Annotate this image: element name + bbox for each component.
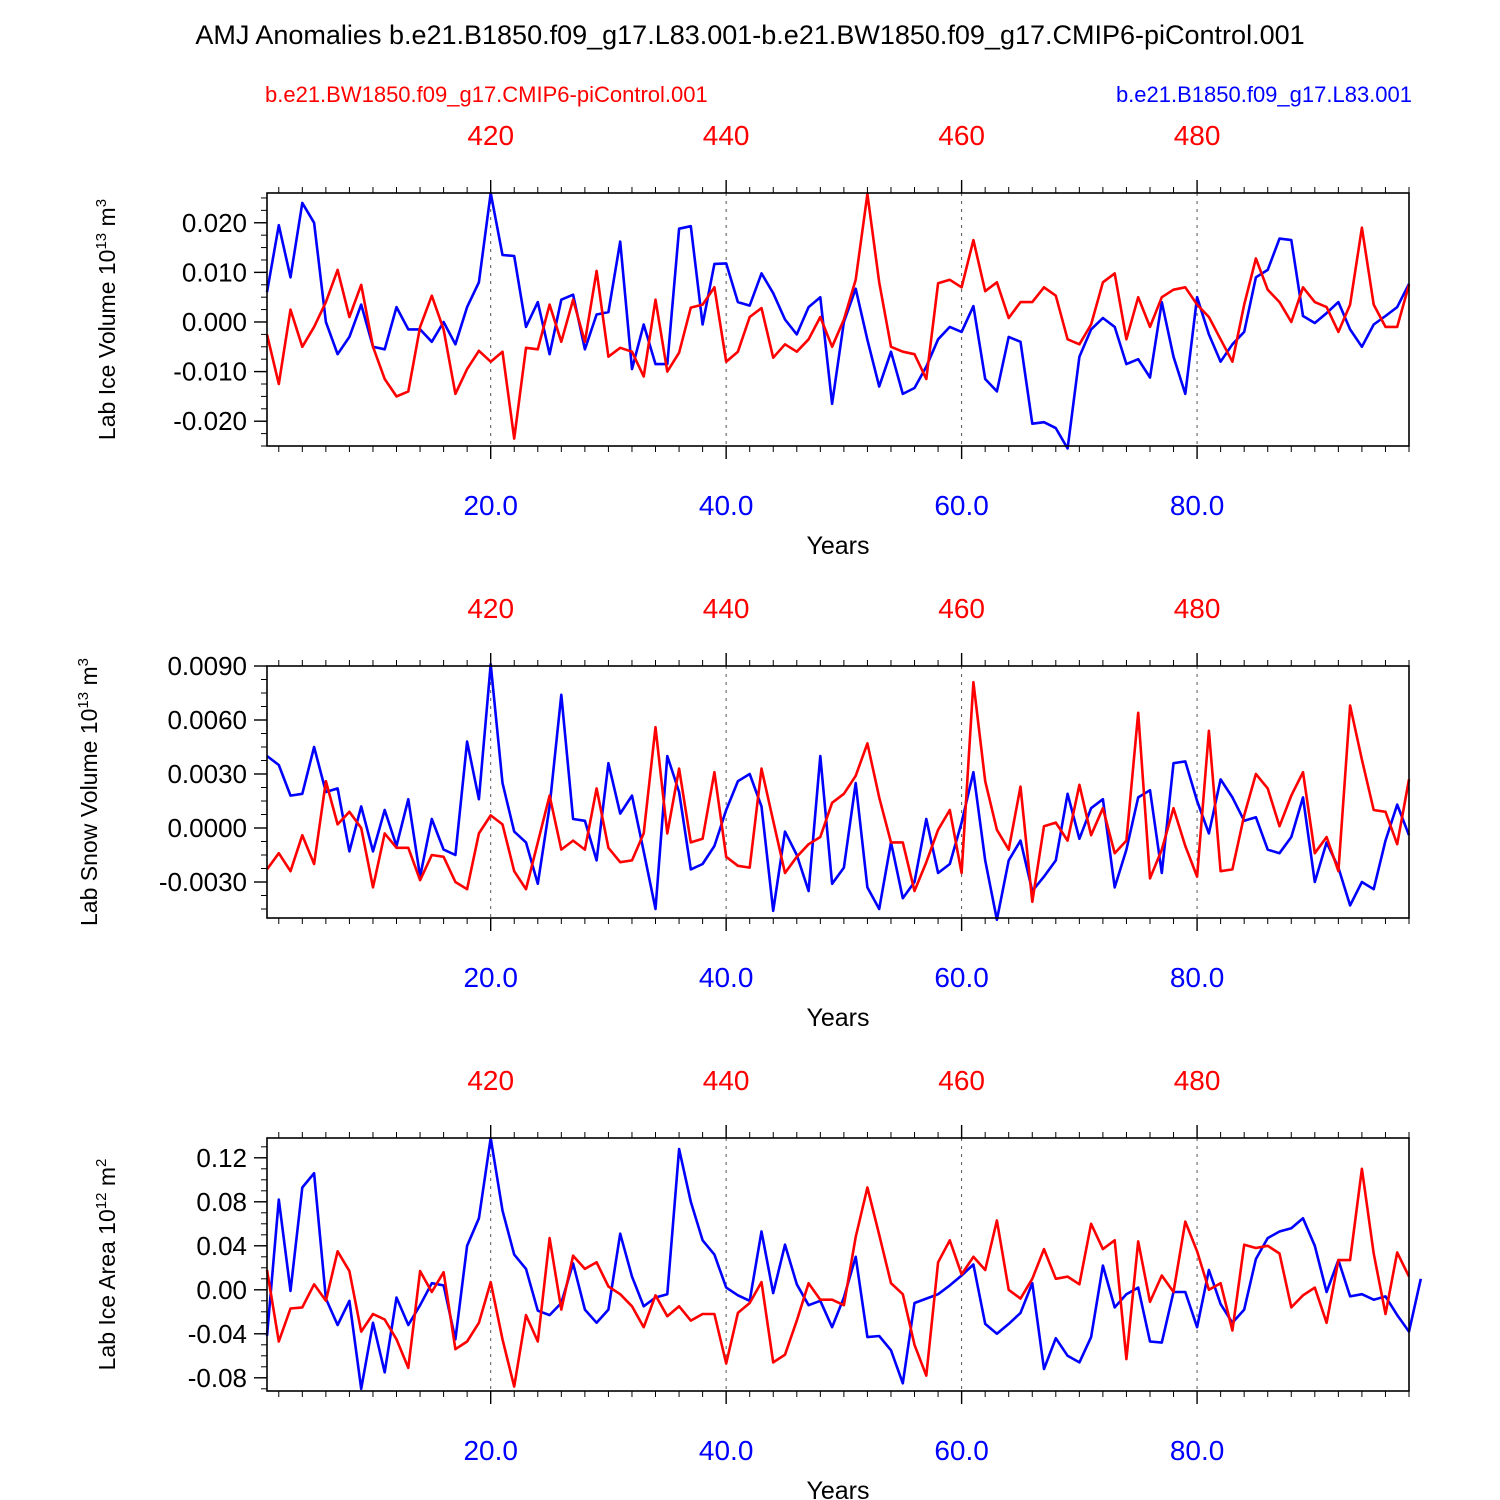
x-top-tick-label: 440 (703, 120, 750, 151)
y-axis-label-superscript: 13 (93, 233, 110, 250)
plot-frame (266, 1137, 1410, 1392)
x-axis-label: Years (806, 1477, 869, 1500)
x-bottom-tick-label: 40.0 (699, 1435, 754, 1466)
x-top-tick-label: 480 (1174, 1065, 1221, 1096)
y-tick-label: 0.0090 (167, 651, 247, 681)
x-top-tick-label: 460 (938, 120, 985, 151)
y-tick-label: 0.000 (182, 307, 247, 337)
x-bottom-tick-label: 60.0 (934, 1435, 989, 1466)
y-axis-label-part: Lab Ice Volume 10 (94, 250, 120, 441)
y-axis-label-part: m (94, 207, 120, 233)
y-axis-label-part: m (76, 666, 102, 692)
x-bottom-tick-label: 20.0 (463, 490, 518, 521)
x-bottom-tick-label: 40.0 (699, 490, 754, 521)
x-top-tick-label: 480 (1174, 593, 1221, 624)
x-bottom-tick-label: 80.0 (1170, 962, 1225, 993)
y-axis-label-superscript: 2 (93, 1159, 110, 1167)
plot-frame (266, 665, 1410, 919)
x-bottom-tick-label: 80.0 (1170, 490, 1225, 521)
y-tick-label: -0.010 (173, 357, 247, 387)
y-tick-label: -0.020 (173, 406, 247, 436)
series-line-b1850-l83 (265, 191, 1411, 450)
y-tick-label: 0.010 (182, 257, 247, 287)
x-top-tick-label: 460 (938, 1065, 985, 1096)
x-top-tick-label: 440 (703, 593, 750, 624)
x-bottom-tick-label: 20.0 (463, 1435, 518, 1466)
series-line-bw1850-picontrol (265, 680, 1411, 904)
y-axis-label: Lab Snow Volume 1013 m3 (75, 658, 102, 926)
x-top-tick-label: 420 (467, 1065, 514, 1096)
series-line-b1850-l83 (265, 1136, 1423, 1391)
x-top-tick-label: 460 (938, 593, 985, 624)
y-axis-label-part: Lab Snow Volume 10 (76, 709, 102, 926)
y-tick-label: 0.0000 (167, 813, 247, 843)
y-axis-label-part: m (94, 1167, 120, 1193)
y-tick-label: 0.0030 (167, 759, 247, 789)
y-axis-label: Lab Ice Area 1012 m2 (93, 1159, 120, 1371)
x-top-tick-label: 420 (467, 120, 514, 151)
x-axis-label: Years (806, 1004, 869, 1032)
series-line-bw1850-picontrol (265, 1167, 1411, 1388)
y-tick-label: 0.0060 (167, 705, 247, 735)
panel-lab-snow-volume: -0.0030 0.0000 0.0030 0.0060 0.0090 20.0 420 40… (75, 593, 1411, 1032)
x-top-tick-label: 420 (467, 593, 514, 624)
y-tick-label: 0.08 (196, 1187, 247, 1217)
y-axis-label-part: Lab Ice Area 10 (94, 1209, 120, 1370)
panel-lab-ice-area: -0.08 -0.04 0.00 0.04 0.08 0.12 20.0 420 40.0 440… (93, 1065, 1423, 1500)
series-line-b1850-l83 (266, 662, 1411, 922)
y-tick-label: 0.00 (196, 1275, 247, 1305)
y-tick-label: -0.04 (188, 1319, 247, 1349)
y-axis-label-superscript: 3 (75, 658, 92, 666)
y-tick-label: -0.0030 (159, 867, 247, 897)
y-axis-label-superscript: 3 (93, 199, 110, 207)
y-axis-label-superscript: 13 (75, 692, 92, 709)
x-bottom-tick-label: 60.0 (934, 490, 989, 521)
series-line-bw1850-picontrol (265, 192, 1411, 440)
x-bottom-tick-label: 80.0 (1170, 1435, 1225, 1466)
legend-red-label: b.e21.BW1850.f09_g17.CMIP6-piControl.001 (265, 82, 708, 107)
y-tick-label: 0.12 (196, 1143, 247, 1173)
x-bottom-tick-label: 60.0 (934, 962, 989, 993)
y-axis-label-superscript: 12 (93, 1193, 110, 1210)
legend-blue-label: b.e21.B1850.f09_g17.L83.001 (1116, 82, 1412, 107)
x-bottom-tick-label: 20.0 (463, 962, 518, 993)
y-tick-label: 0.04 (196, 1231, 247, 1261)
y-tick-label: 0.020 (182, 208, 247, 238)
x-axis-label: Years (806, 532, 869, 560)
x-bottom-tick-label: 40.0 (699, 962, 754, 993)
x-top-tick-label: 480 (1174, 120, 1221, 151)
y-axis-label: Lab Ice Volume 1013 m3 (93, 199, 120, 440)
plot-frame (266, 192, 1410, 447)
chart-title: AMJ Anomalies b.e21.B1850.f09_g17.L83.00… (195, 20, 1304, 50)
x-top-tick-label: 440 (703, 1065, 750, 1096)
y-tick-label: -0.08 (188, 1363, 247, 1393)
panel-lab-ice-volume: -0.020 -0.010 0.000 0.010 0.020 20.0 420 40.0 44… (93, 120, 1411, 560)
